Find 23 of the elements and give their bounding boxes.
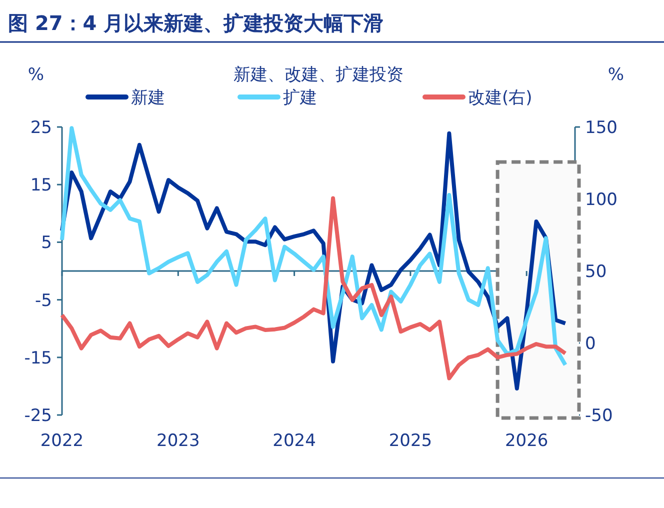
y2-tick-label: 100	[585, 190, 618, 210]
y-tick-label: -5	[35, 290, 52, 311]
x-tick-label: 2026	[504, 431, 548, 451]
x-tick-label: 2025	[388, 431, 432, 451]
y-tick-label: -25	[24, 406, 52, 426]
title: 图 27：4 月以来新建、扩建投资大幅下滑	[8, 11, 384, 35]
y2-tick-label: 0	[585, 334, 596, 354]
legend-label: 新建	[131, 88, 165, 108]
y2-tick-label: -50	[585, 406, 613, 426]
legend-label: 改建(右)	[468, 88, 532, 108]
y2-tick-label: 50	[585, 262, 607, 282]
x-tick-label: 2024	[272, 431, 316, 451]
y2-tick-label: 150	[585, 118, 618, 138]
x-tick-label: 2022	[40, 431, 84, 451]
y2-axis-title: %	[608, 65, 624, 85]
legend-label: 扩建	[283, 88, 317, 108]
y-tick-label: 15	[30, 176, 52, 196]
y-tick-label: 25	[30, 118, 52, 138]
chart-subtitle: 新建、改建、扩建投资	[234, 65, 404, 85]
x-tick-label: 2023	[156, 431, 200, 451]
y-axis-title: %	[28, 65, 44, 85]
y-tick-label: 5	[41, 233, 52, 254]
y-tick-label: -15	[24, 348, 52, 368]
